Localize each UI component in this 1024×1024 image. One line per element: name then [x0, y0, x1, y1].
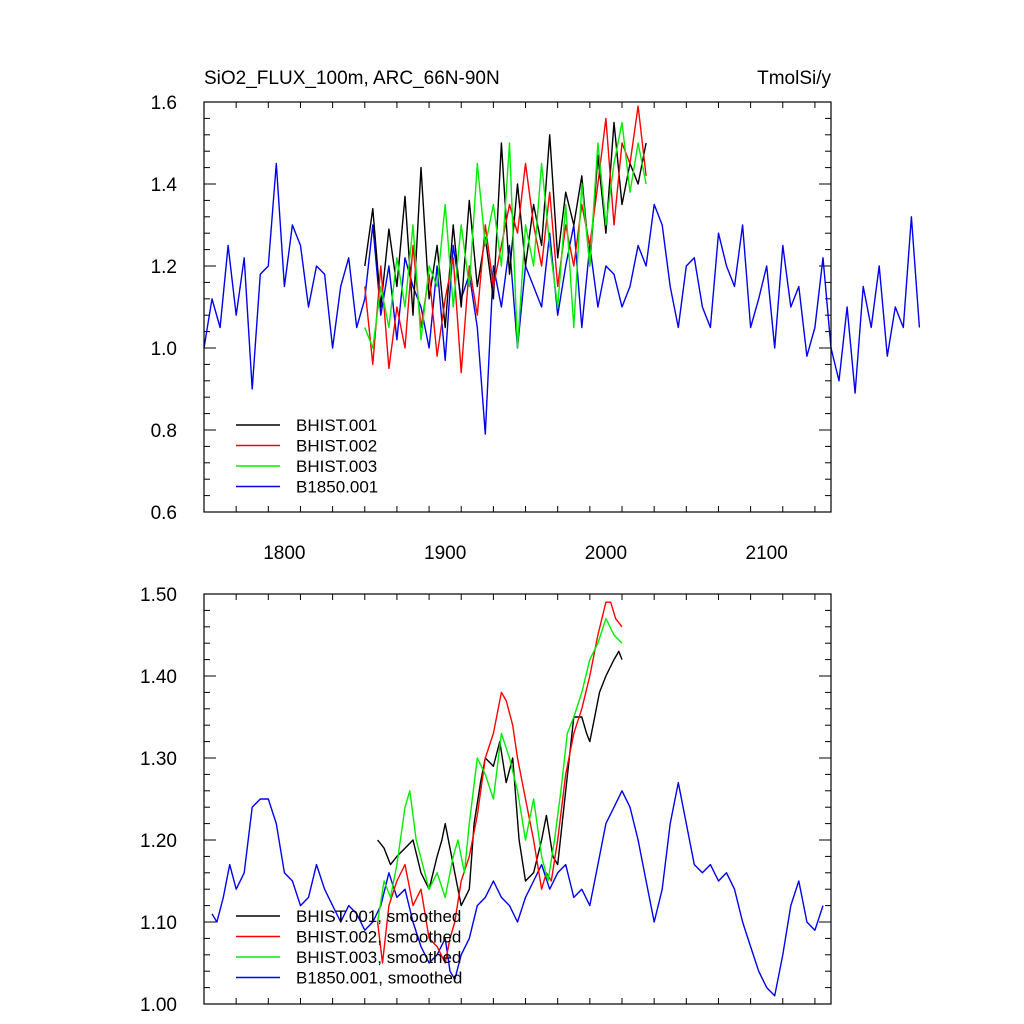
- bottom-y-tick-label: 1.40: [140, 667, 177, 688]
- top-y-tick-label: 0.6: [151, 503, 177, 524]
- bottom-plot-frame: [203, 593, 832, 1005]
- top-x-tick-label: 2000: [585, 543, 627, 564]
- bottom-series-line-2: [376, 601, 623, 964]
- bottom-y-tick-label: 1.50: [140, 585, 177, 606]
- top-series-line-2: [364, 105, 647, 374]
- bottom-axes: 1.00 1.10 1.20 1.30 1.40 1.50: [140, 585, 831, 1016]
- units-label: TmolSi/y: [757, 68, 831, 89]
- top-y-tick-label: 0.8: [151, 421, 177, 442]
- bottom-series-line-1: [377, 650, 623, 907]
- top-legend-label: B1850.001: [296, 478, 378, 497]
- top-x-tick-label: 1800: [263, 543, 305, 564]
- bottom-chart-panel: 1.00 1.10 1.20 1.30 1.40 1.50 BHIST.001, smoo…: [140, 585, 832, 1016]
- top-legend-label: BHIST.001: [296, 416, 377, 435]
- top-axes: 0.6 0.8 1.0 1.2 1.4 1.6 1800 1900 2000 2100: [151, 93, 831, 564]
- top-y-tick-label: 1.0: [151, 339, 177, 360]
- bottom-legend-label: BHIST.002, smoothed: [296, 928, 461, 947]
- bottom-series-line-3: [376, 617, 623, 923]
- bottom-y-tick-label: 1.10: [140, 913, 177, 934]
- top-legend-label: BHIST.002: [296, 437, 377, 456]
- top-plot-frame: [203, 101, 832, 513]
- top-chart-panel: SiO2_FLUX_100m, ARC_66N-90N TmolSi/y 0.6…: [151, 68, 921, 564]
- bottom-legend-label: B1850.001, smoothed: [296, 969, 462, 988]
- top-series-line-3: [364, 121, 647, 349]
- top-x-tick-label: 2100: [746, 543, 788, 564]
- bottom-legend: BHIST.001, smoothed BHIST.002, smoothedBH…: [236, 907, 462, 988]
- bottom-series-line-4: [211, 781, 824, 997]
- bottom-legend-label: BHIST.003, smoothed: [296, 948, 461, 967]
- bottom-y-tick-label: 1.30: [140, 749, 177, 770]
- top-y-tick-label: 1.2: [151, 257, 177, 278]
- bottom-legend-label: BHIST.001, smoothed: [296, 907, 461, 926]
- bottom-series-group: [211, 601, 824, 997]
- top-series-line-4: [203, 162, 921, 435]
- chart-title: SiO2_FLUX_100m, ARC_66N-90N: [204, 68, 500, 89]
- bottom-y-tick-label: 1.20: [140, 831, 177, 852]
- top-x-tick-label: 1900: [424, 543, 466, 564]
- bottom-y-tick-label: 1.00: [140, 995, 177, 1016]
- top-y-tick-label: 1.6: [151, 93, 177, 114]
- top-series-group: [203, 105, 921, 435]
- top-y-tick-label: 1.4: [151, 175, 178, 196]
- top-legend-label: BHIST.003: [296, 457, 377, 476]
